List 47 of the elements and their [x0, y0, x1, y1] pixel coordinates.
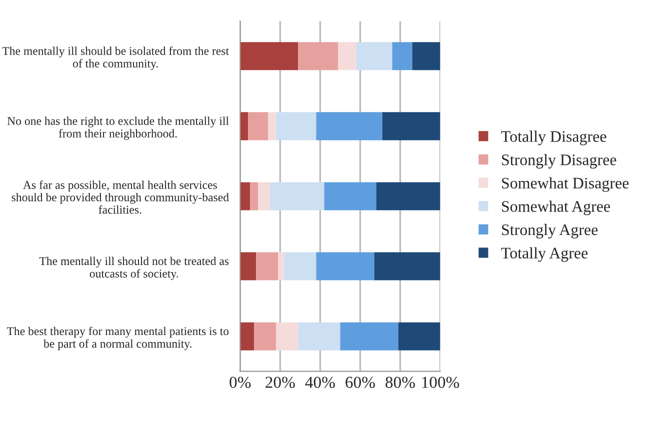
legend-label: Strongly Agree	[502, 224, 598, 238]
bar	[316, 112, 382, 140]
bar	[324, 182, 376, 210]
bar	[254, 322, 276, 350]
x-tick-label: 60%	[346, 376, 375, 388]
y-tick-label: The best therapy for many mental patients is to be part of a normal community.	[6, 326, 229, 350]
bar	[248, 112, 268, 140]
bar	[240, 252, 256, 280]
bar	[284, 252, 316, 280]
bar	[278, 252, 284, 280]
bar	[398, 322, 440, 350]
bar	[340, 322, 398, 350]
y-tick-label: As far as possible, mental health services should be provided through community-based facilities.	[12, 180, 229, 214]
y-tick-label: The mentally ill should be isolated from the rest of the community.	[2, 46, 229, 70]
legend-label: Totally Agree	[501, 247, 588, 262]
x-tick-label: 100%	[422, 376, 460, 388]
bar	[240, 42, 298, 70]
bar	[270, 182, 324, 210]
bar	[276, 112, 316, 140]
x-tick-label: 80%	[386, 376, 415, 388]
y-tick-label: No one has the right to exclude the mentally ill from their neighborhood.	[7, 116, 229, 140]
bar	[256, 252, 278, 280]
bar	[374, 252, 440, 280]
bar	[276, 322, 298, 350]
bar	[240, 112, 248, 140]
legend-label: Somewhat Disagree	[502, 177, 629, 192]
bar	[240, 182, 250, 210]
y-tick-label: The mentally ill should not be treated as outcasts of society.	[39, 256, 229, 280]
bar	[356, 42, 392, 70]
bar	[240, 322, 254, 350]
legend-label: Strongly Disagree	[502, 154, 616, 169]
bar	[382, 112, 440, 140]
x-tick-label: 20%	[266, 376, 295, 388]
x-tick-label: 0%	[230, 376, 251, 388]
bar	[376, 182, 440, 210]
legend-label: Totally Disagree	[501, 130, 606, 146]
bar	[258, 182, 270, 210]
bar	[338, 42, 356, 70]
bar	[392, 42, 412, 70]
bar	[316, 252, 374, 280]
bar	[250, 182, 258, 210]
bar	[298, 42, 338, 70]
x-tick-label: 40%	[305, 376, 335, 388]
bar	[412, 42, 440, 70]
bar	[268, 112, 276, 140]
legend-label: Somewhat Agree	[502, 200, 610, 216]
bar	[298, 322, 340, 350]
